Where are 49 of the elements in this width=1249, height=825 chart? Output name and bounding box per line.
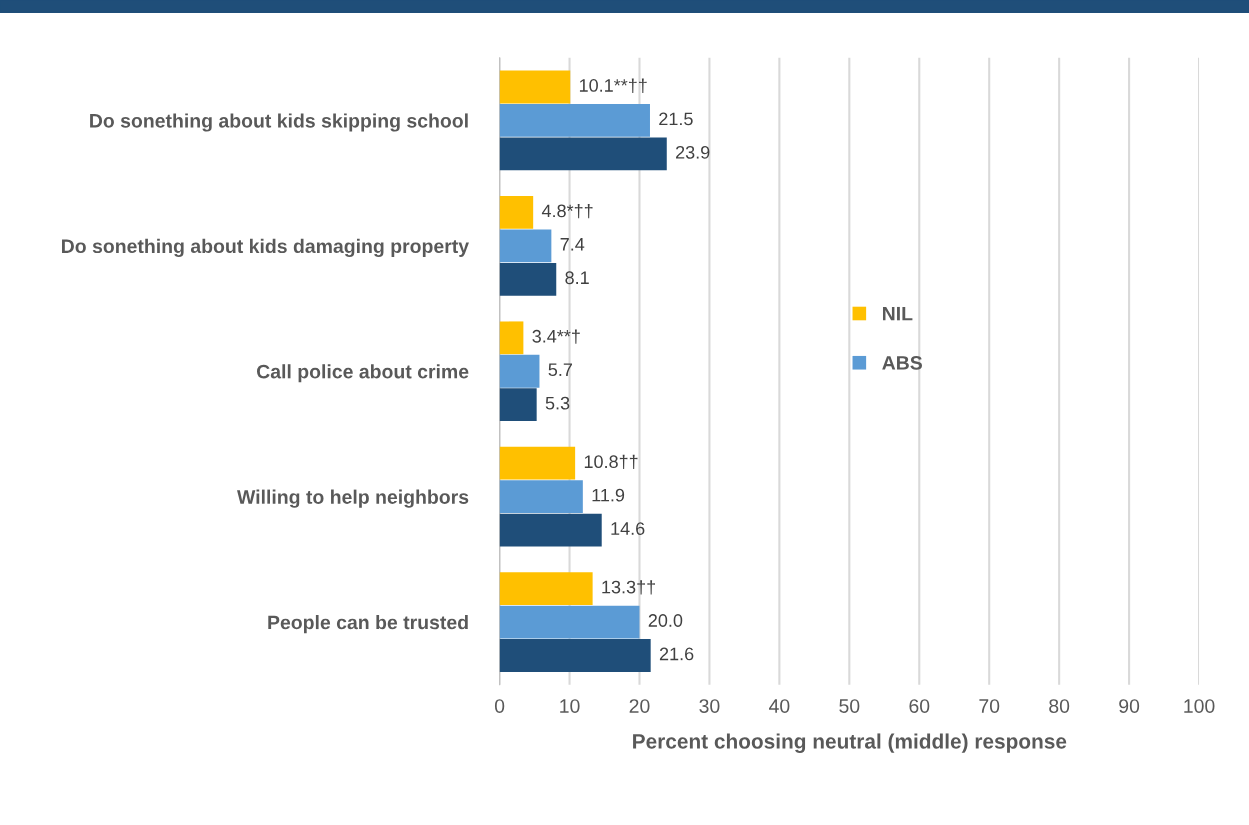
bar	[499, 388, 537, 422]
legend-label: NIL	[882, 306, 913, 321]
data-label: 4.8*††	[541, 203, 593, 219]
x-tick-label: 10	[560, 699, 580, 713]
data-label: 10.8††	[584, 454, 638, 470]
bar	[499, 104, 650, 137]
bar	[499, 229, 552, 263]
data-label: 7.4	[560, 238, 585, 251]
bar	[499, 70, 571, 104]
x-tick-label: 30	[699, 699, 720, 713]
x-tick-label: 50	[839, 699, 860, 713]
data-label: 14.6	[611, 522, 645, 535]
data-label: 3.4**†	[532, 329, 580, 344]
x-tick-label: 60	[909, 699, 930, 713]
bar	[499, 354, 540, 388]
data-label: 5.3	[545, 396, 570, 410]
x-tick-label: 80	[1049, 699, 1070, 713]
legend-label: ABS	[882, 355, 922, 370]
y-tick-label: Do sonething about kids damaging property	[62, 238, 469, 258]
x-tick-label: 0	[494, 699, 505, 713]
data-label: 21.5	[659, 112, 693, 126]
data-label: 10.1**††	[579, 78, 647, 93]
y-tick-label: Do sonething about kids skipping school	[90, 113, 468, 132]
bar	[499, 480, 583, 514]
y-tick-label: People can be trusted	[268, 615, 468, 634]
x-tick-label: 90	[1119, 699, 1140, 713]
x-tick-label: 100	[1184, 699, 1215, 713]
bar	[499, 605, 640, 639]
data-label: 8.1	[565, 271, 589, 285]
bar	[499, 137, 667, 171]
bar	[499, 262, 557, 296]
bar	[499, 321, 524, 355]
y-tick-label: Willing to help neighbors	[237, 489, 469, 508]
bar	[499, 196, 534, 229]
x-tick-label: 20	[629, 699, 650, 713]
data-label: 21.6	[659, 647, 694, 661]
x-tick-label: 40	[769, 699, 790, 713]
bar	[499, 572, 593, 605]
x-tick-label: 70	[979, 699, 1000, 713]
bar	[499, 639, 651, 672]
bar	[499, 513, 602, 547]
data-label: 11.9	[592, 488, 625, 502]
x-axis-title: Percent choosing neutral (middle) response	[633, 733, 1067, 753]
data-label: 5.7	[548, 363, 572, 377]
data-label: 23.9	[676, 145, 710, 159]
data-label: 13.3††	[602, 580, 655, 595]
data-label: 20.0	[648, 614, 683, 627]
bar	[499, 446, 576, 480]
y-tick-label: Call police about crime	[256, 364, 469, 383]
